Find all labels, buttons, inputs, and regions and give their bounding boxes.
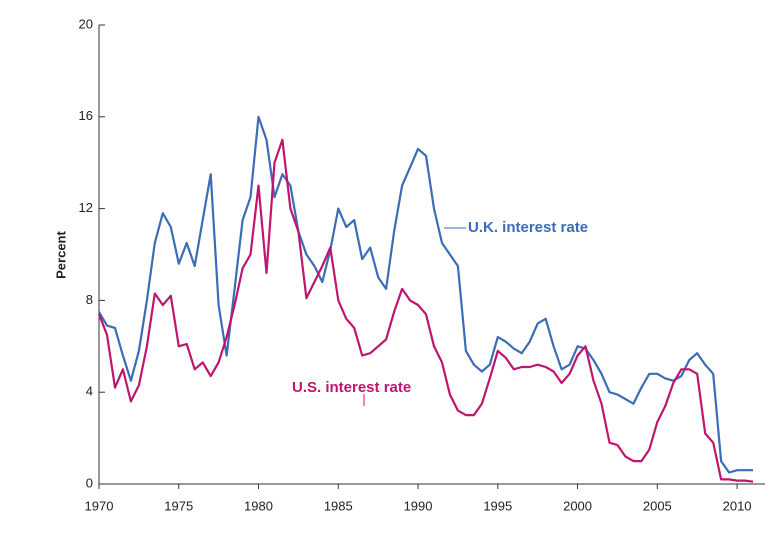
series-label: U.K. interest rate bbox=[468, 219, 588, 236]
x-tick-label: 2005 bbox=[643, 498, 672, 513]
y-tick-label: 0 bbox=[86, 475, 93, 490]
x-tick-label: 1980 bbox=[244, 498, 273, 513]
y-tick-label: 8 bbox=[86, 292, 93, 307]
x-tick-label: 2010 bbox=[723, 498, 752, 513]
series-line bbox=[98, 115, 753, 474]
x-tick-label: 1995 bbox=[483, 498, 512, 513]
x-tick-label: 2000 bbox=[563, 498, 592, 513]
y-tick-label: 16 bbox=[79, 108, 93, 123]
y-tick-label: 20 bbox=[79, 16, 93, 31]
x-tick-label: 1970 bbox=[85, 498, 114, 513]
series-label: U.S. interest rate bbox=[292, 379, 411, 396]
x-tick-label: 1985 bbox=[324, 498, 353, 513]
x-tick-label: 1990 bbox=[404, 498, 433, 513]
x-tick-label: 1975 bbox=[164, 498, 193, 513]
y-tick-label: 4 bbox=[86, 384, 93, 399]
series-line bbox=[97, 138, 754, 483]
y-tick-label: 12 bbox=[79, 200, 93, 215]
y-axis-label: Percent bbox=[53, 230, 68, 278]
